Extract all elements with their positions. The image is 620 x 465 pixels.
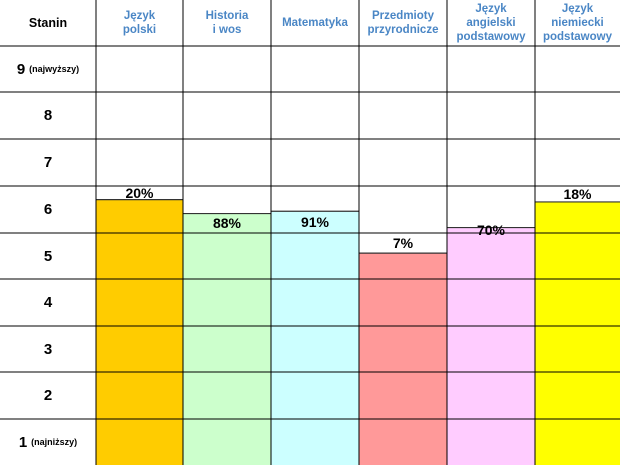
- stanin-row-label-1: 1 (najniższy): [0, 419, 96, 465]
- stanin-row-label-3: 3: [0, 326, 96, 372]
- value-label-6: 18%: [563, 185, 592, 202]
- subject-header-2: Historia i wos: [205, 10, 249, 36]
- stanin-row-label-8: 8: [0, 92, 96, 139]
- bar-2: [183, 213, 271, 465]
- subject-header-5: Język angielski podstawowy: [456, 3, 526, 43]
- stanin-number: 3: [43, 340, 53, 358]
- stanin-number: 9: [16, 60, 26, 78]
- stanin-row-label-2: 2: [0, 372, 96, 419]
- subject-header-1: Język polski: [122, 10, 157, 36]
- stanin-number: 4: [43, 294, 53, 311]
- value-label-3: 91%: [300, 214, 330, 231]
- stanin-number: 8: [43, 107, 53, 124]
- stanin-row-label-9: 9 (najwyższy): [0, 46, 96, 92]
- stanin-number: 5: [43, 247, 53, 265]
- bar-4: [359, 253, 447, 465]
- subject-header-4: Przedmioty przyrodnicze: [367, 10, 439, 36]
- stanin-row-label-6: 6: [0, 186, 96, 233]
- stanin-number: 7: [43, 154, 53, 171]
- value-label-2: 88%: [212, 215, 242, 232]
- stanin-header: Stanin: [28, 16, 68, 30]
- stanin-number: 1: [18, 433, 28, 451]
- stanin-number: 2: [43, 387, 53, 404]
- subject-header-3: Matematyka: [282, 17, 348, 29]
- stanin-row-label-7: 7: [0, 139, 96, 186]
- bar-5: [447, 227, 535, 465]
- stanin-note: (najwyższy): [29, 64, 80, 74]
- value-label-4: 7%: [392, 235, 414, 252]
- stanin-note: (najniższy): [31, 437, 78, 447]
- value-label-1: 20%: [125, 184, 154, 201]
- stanin-row-label-5: 5: [0, 233, 96, 279]
- stanin-row-label-4: 4: [0, 279, 96, 326]
- bar-3: [271, 211, 359, 465]
- stanin-number: 6: [43, 201, 53, 218]
- subject-header-6: Język niemiecki podstawowy: [542, 3, 612, 43]
- value-label-5: 70%: [476, 222, 506, 239]
- bar-6: [535, 201, 620, 465]
- bar-1: [96, 199, 183, 465]
